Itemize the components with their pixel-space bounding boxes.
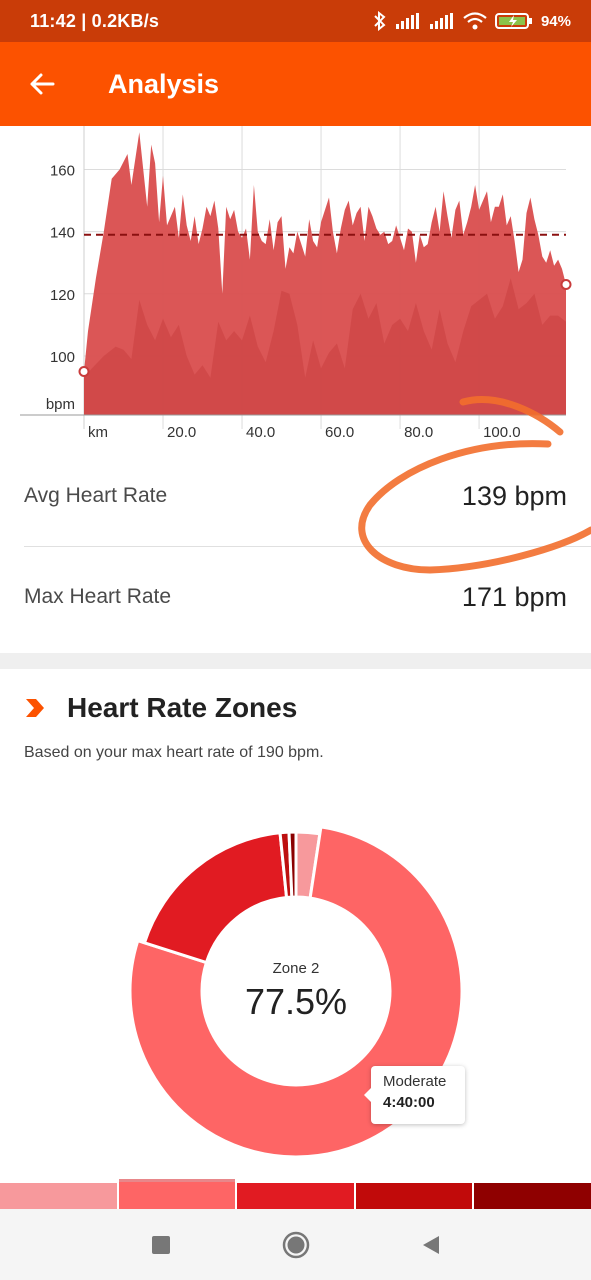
max-heart-rate-row: Max Heart Rate 171 bpm	[24, 547, 567, 647]
page-title: Analysis	[108, 68, 220, 99]
system-nav-bar	[0, 1209, 591, 1280]
x-tick-label: 100.0	[483, 424, 521, 441]
zones-subtitle: Based on your max heart rate of 190 bpm.	[24, 744, 324, 761]
signal-icon	[395, 13, 419, 29]
battery-icon	[494, 13, 532, 29]
circle-home-icon	[282, 1231, 309, 1258]
signal-icon-2	[429, 13, 453, 29]
y-axis-label: bpm	[46, 396, 75, 413]
status-bar: 11:42 | 0.2KB/s 94%	[0, 0, 591, 42]
back-nav-button[interactable]	[411, 1225, 451, 1265]
x-tick-label: 40.0	[246, 424, 275, 441]
x-axis-label: km	[88, 424, 108, 441]
zone-tabs	[0, 1179, 591, 1209]
avg-heart-rate-label: Avg Heart Rate	[24, 484, 168, 507]
zone-tab-2[interactable]	[118, 1179, 236, 1209]
zone-tab-1[interactable]	[0, 1183, 117, 1209]
selected-zone-label: Zone 2	[272, 959, 320, 977]
y-tick-label: 120	[50, 287, 75, 304]
tooltip-label: Moderate	[383, 1073, 447, 1090]
status-icons: 94%	[373, 11, 571, 31]
triangle-back-icon	[422, 1235, 439, 1254]
donut-slice-5[interactable]	[287, 830, 298, 899]
max-heart-rate-value: 171 bpm	[461, 581, 567, 612]
section-divider	[0, 653, 591, 669]
start-marker	[78, 365, 90, 377]
zone-tooltip: Moderate 4:40:00	[364, 1066, 465, 1124]
wifi-icon	[463, 12, 487, 30]
heart-rate-chart[interactable]: 100 120 140 160 bpm km 20.0 40.0 60.0 80.0 100.0	[0, 126, 591, 452]
secondary-area	[84, 278, 566, 415]
status-time-speed: 11:42 | 0.2KB/s	[30, 10, 160, 31]
y-tick-label: 100	[50, 349, 75, 366]
y-tick-label: 140	[50, 225, 75, 242]
app-bar: Analysis	[0, 42, 591, 126]
x-tick-label: 80.0	[404, 424, 433, 441]
zone-tab-4[interactable]	[355, 1183, 473, 1209]
zones-header: Heart Rate Zones	[24, 686, 297, 730]
square-icon	[151, 1235, 170, 1254]
hand-drawn-circle-annotation	[358, 396, 591, 574]
zone-tab-3[interactable]	[237, 1183, 354, 1209]
back-button[interactable]	[0, 42, 84, 126]
recents-button[interactable]	[141, 1225, 181, 1265]
bluetooth-icon	[374, 11, 386, 31]
home-button[interactable]	[276, 1225, 316, 1265]
chevron-right-icon	[26, 699, 44, 717]
max-heart-rate-label: Max Heart Rate	[24, 585, 172, 608]
avg-heart-rate-row: Avg Heart Rate 139 bpm	[24, 446, 567, 546]
donut-center: Zone 2 77.5%	[120, 815, 472, 1167]
selected-zone-percent: 77.5%	[244, 980, 348, 1022]
battery-percent: 94%	[540, 12, 571, 30]
end-marker	[560, 278, 572, 290]
zone-tab-5[interactable]	[474, 1183, 591, 1209]
stat-divider	[24, 546, 591, 547]
zones-title: Heart Rate Zones	[67, 692, 298, 723]
x-tick-label: 20.0	[167, 424, 196, 441]
tooltip-value: 4:40:00	[383, 1094, 435, 1111]
y-tick-label: 160	[50, 163, 75, 180]
avg-heart-rate-value: 139 bpm	[461, 480, 567, 511]
arrow-left-icon	[30, 73, 55, 95]
x-tick-label: 60.0	[325, 424, 354, 441]
